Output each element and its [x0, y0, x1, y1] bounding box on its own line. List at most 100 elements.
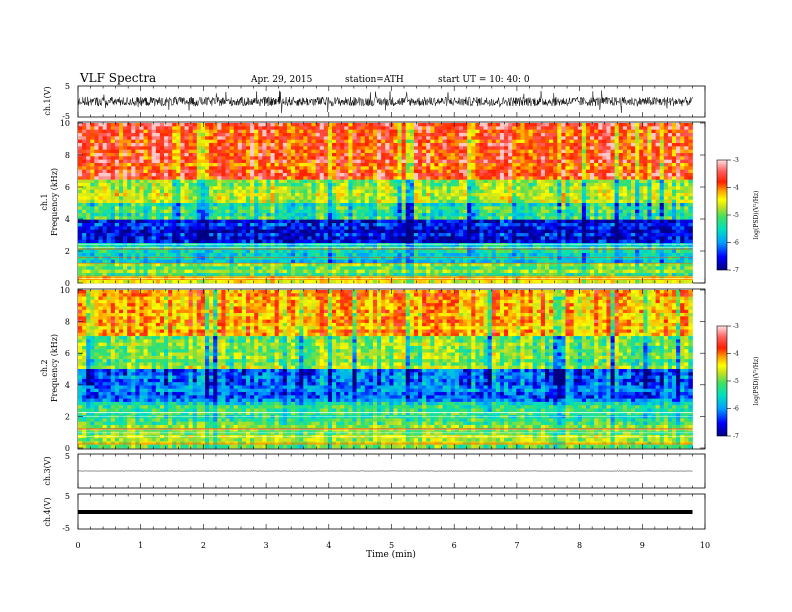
spectrogram-cell	[610, 189, 616, 194]
spectrogram-cell	[688, 193, 693, 197]
spectrogram-cell	[540, 143, 546, 147]
spectrogram-cell	[106, 176, 112, 181]
spectrogram-cell	[475, 159, 480, 164]
spectrogram-cell	[577, 209, 583, 214]
spectrogram-cell	[237, 169, 243, 174]
spectrogram-cell	[327, 189, 333, 194]
spectrogram-cell	[520, 139, 525, 144]
spectrogram-cell	[635, 126, 640, 131]
spectrogram-cell	[295, 229, 300, 234]
spectrogram-cell	[622, 166, 628, 171]
spectrogram-cell	[168, 153, 173, 157]
spectrogram-cell	[176, 149, 181, 154]
spectrogram-cell	[540, 183, 546, 187]
spectrogram-cell	[622, 196, 628, 201]
spectrogram-cell	[651, 156, 656, 161]
spectrogram-cell	[590, 169, 595, 174]
spectrogram-cell	[622, 149, 628, 154]
spectrogram-cell	[487, 179, 493, 184]
spectrogram-cell	[274, 216, 280, 221]
spectrogram-cell	[549, 186, 554, 191]
spectrogram-cell	[123, 173, 128, 177]
spectrogram-cell	[139, 199, 144, 204]
spectrogram-cell	[319, 193, 325, 197]
spectrogram-cell	[86, 153, 91, 157]
spectrogram-cell	[180, 233, 185, 237]
spectrogram-cell	[319, 169, 325, 174]
spectrogram-cell	[147, 196, 153, 201]
spectrogram-cell	[286, 209, 292, 214]
spectrogram-cell	[336, 126, 341, 131]
spectrogram-cell	[479, 193, 484, 197]
spectrogram-cell	[127, 196, 132, 201]
spectrogram-cell	[680, 196, 685, 201]
spectrogram-cell	[651, 133, 656, 137]
spectrogram-cell	[544, 166, 550, 171]
spectrogram-cell	[266, 189, 271, 194]
spectrogram-cell	[438, 229, 443, 234]
spectrogram-cell	[209, 223, 214, 227]
spectrogram-cell	[262, 199, 267, 204]
spectrogram-cell	[594, 129, 599, 134]
spectrogram-cell	[401, 229, 407, 234]
spectrogram-cell	[217, 209, 222, 214]
spectrogram-cell	[393, 143, 398, 147]
spectrogram-cell	[499, 183, 505, 187]
spectrogram-cell	[393, 193, 398, 197]
spectrogram-cell	[229, 183, 235, 187]
spectrogram-cell	[262, 166, 267, 171]
spectrogram-cell	[655, 213, 661, 217]
spectrogram-cell	[409, 146, 415, 151]
spectrogram-cell	[225, 186, 230, 191]
spectrogram-cell	[499, 223, 505, 227]
spectrogram-cell	[585, 229, 591, 234]
spectrogram-cell	[647, 163, 652, 167]
spectrogram-cell	[213, 229, 218, 234]
spectrogram-cell	[483, 186, 489, 191]
spectrogram-cell	[188, 166, 194, 171]
spectrogram-cell	[106, 159, 112, 164]
spectrogram-cell	[495, 203, 501, 207]
spectrogram-cell	[598, 169, 603, 174]
spectrogram-cell	[213, 136, 218, 141]
spectrogram-cell	[397, 203, 403, 207]
spectrogram-cell	[643, 153, 648, 157]
spectrogram-cell	[372, 216, 378, 221]
spectrogram-cell	[405, 126, 411, 131]
spectrogram-cell	[200, 136, 206, 141]
spectrogram-cell	[192, 123, 198, 127]
spectrogram-cell	[307, 173, 312, 177]
spectrogram-cell	[221, 169, 226, 174]
spectrogram-cell	[233, 153, 239, 157]
spectrogram-cell	[594, 223, 599, 227]
spectrogram-cell	[168, 179, 173, 184]
spectrogram-cell	[504, 219, 509, 224]
spectrogram-cell	[385, 129, 390, 134]
spectrogram-cell	[671, 223, 677, 227]
spectrogram-cell	[663, 223, 669, 227]
spectrogram-cell	[667, 139, 673, 144]
spectrogram-cell	[606, 156, 611, 161]
spectrogram-cell	[86, 203, 91, 207]
spectrogram-cell	[258, 229, 263, 234]
spectrogram-cell	[291, 149, 296, 154]
spectrogram-cell	[557, 189, 562, 194]
spectrogram-cell	[159, 189, 165, 194]
spectrogram-cell	[532, 186, 538, 191]
spectrogram-cell	[680, 179, 685, 184]
spectrogram-cell	[553, 183, 558, 187]
spectrogram-cell	[266, 229, 271, 234]
spectrogram-cell	[217, 143, 222, 147]
spectrogram-cell	[106, 216, 112, 221]
spectrogram-cell	[188, 139, 194, 144]
spectrogram-cell	[311, 213, 316, 217]
spectrogram-cell	[504, 149, 509, 154]
spectrogram-cell	[114, 123, 120, 127]
spectrogram-cell	[639, 196, 644, 201]
spectrogram-cell	[188, 206, 194, 211]
spectrogram-cell	[86, 223, 91, 227]
spectrogram-cell	[159, 193, 165, 197]
spectrogram-cell	[78, 176, 83, 181]
spectrogram-cell	[393, 219, 398, 224]
spectrogram-cell	[631, 196, 636, 201]
